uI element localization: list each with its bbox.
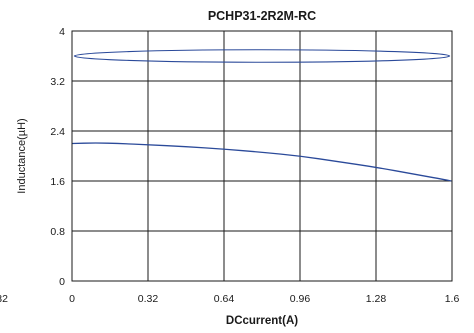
inductance-series-line <box>71 142 453 182</box>
y-tick-label: 1.6 <box>50 176 65 188</box>
x-tick-label: 0.64 <box>214 293 235 305</box>
chart-title: PCHP31-2R2M-RC <box>208 9 316 23</box>
y-tick-label: 0 <box>59 276 65 288</box>
series-layer <box>71 142 453 182</box>
plot-area-frame <box>71 30 453 282</box>
y-tick-label: 3.2 <box>50 76 65 88</box>
x-tick-label: 1.6 <box>445 293 460 305</box>
y-tick-label: 2.4 <box>50 126 65 138</box>
x-tick-label: 0.32 <box>138 293 159 305</box>
y-tick-label: 4 <box>59 26 65 38</box>
annotation-layer <box>73 49 451 63</box>
y-axis-label: Inductance(µH) <box>16 118 28 193</box>
x-tick-label: 0.96 <box>290 293 311 305</box>
x-tick-label: 1.28 <box>366 293 387 305</box>
x-tick-label-extra: -0.32 <box>0 293 8 305</box>
x-tick-label: 0 <box>69 293 75 305</box>
y-tick-label: 0.8 <box>50 226 65 238</box>
ellipse-annotation <box>73 49 451 63</box>
x-axis-label: DCcurrent(A) <box>226 315 298 327</box>
tick-labels: 0 0.32 0.64 0.96 1.28 1.6 -0.32 0 0.8 1.6 2.4 3.2 4 <box>0 26 459 305</box>
grid-lines <box>72 31 452 281</box>
